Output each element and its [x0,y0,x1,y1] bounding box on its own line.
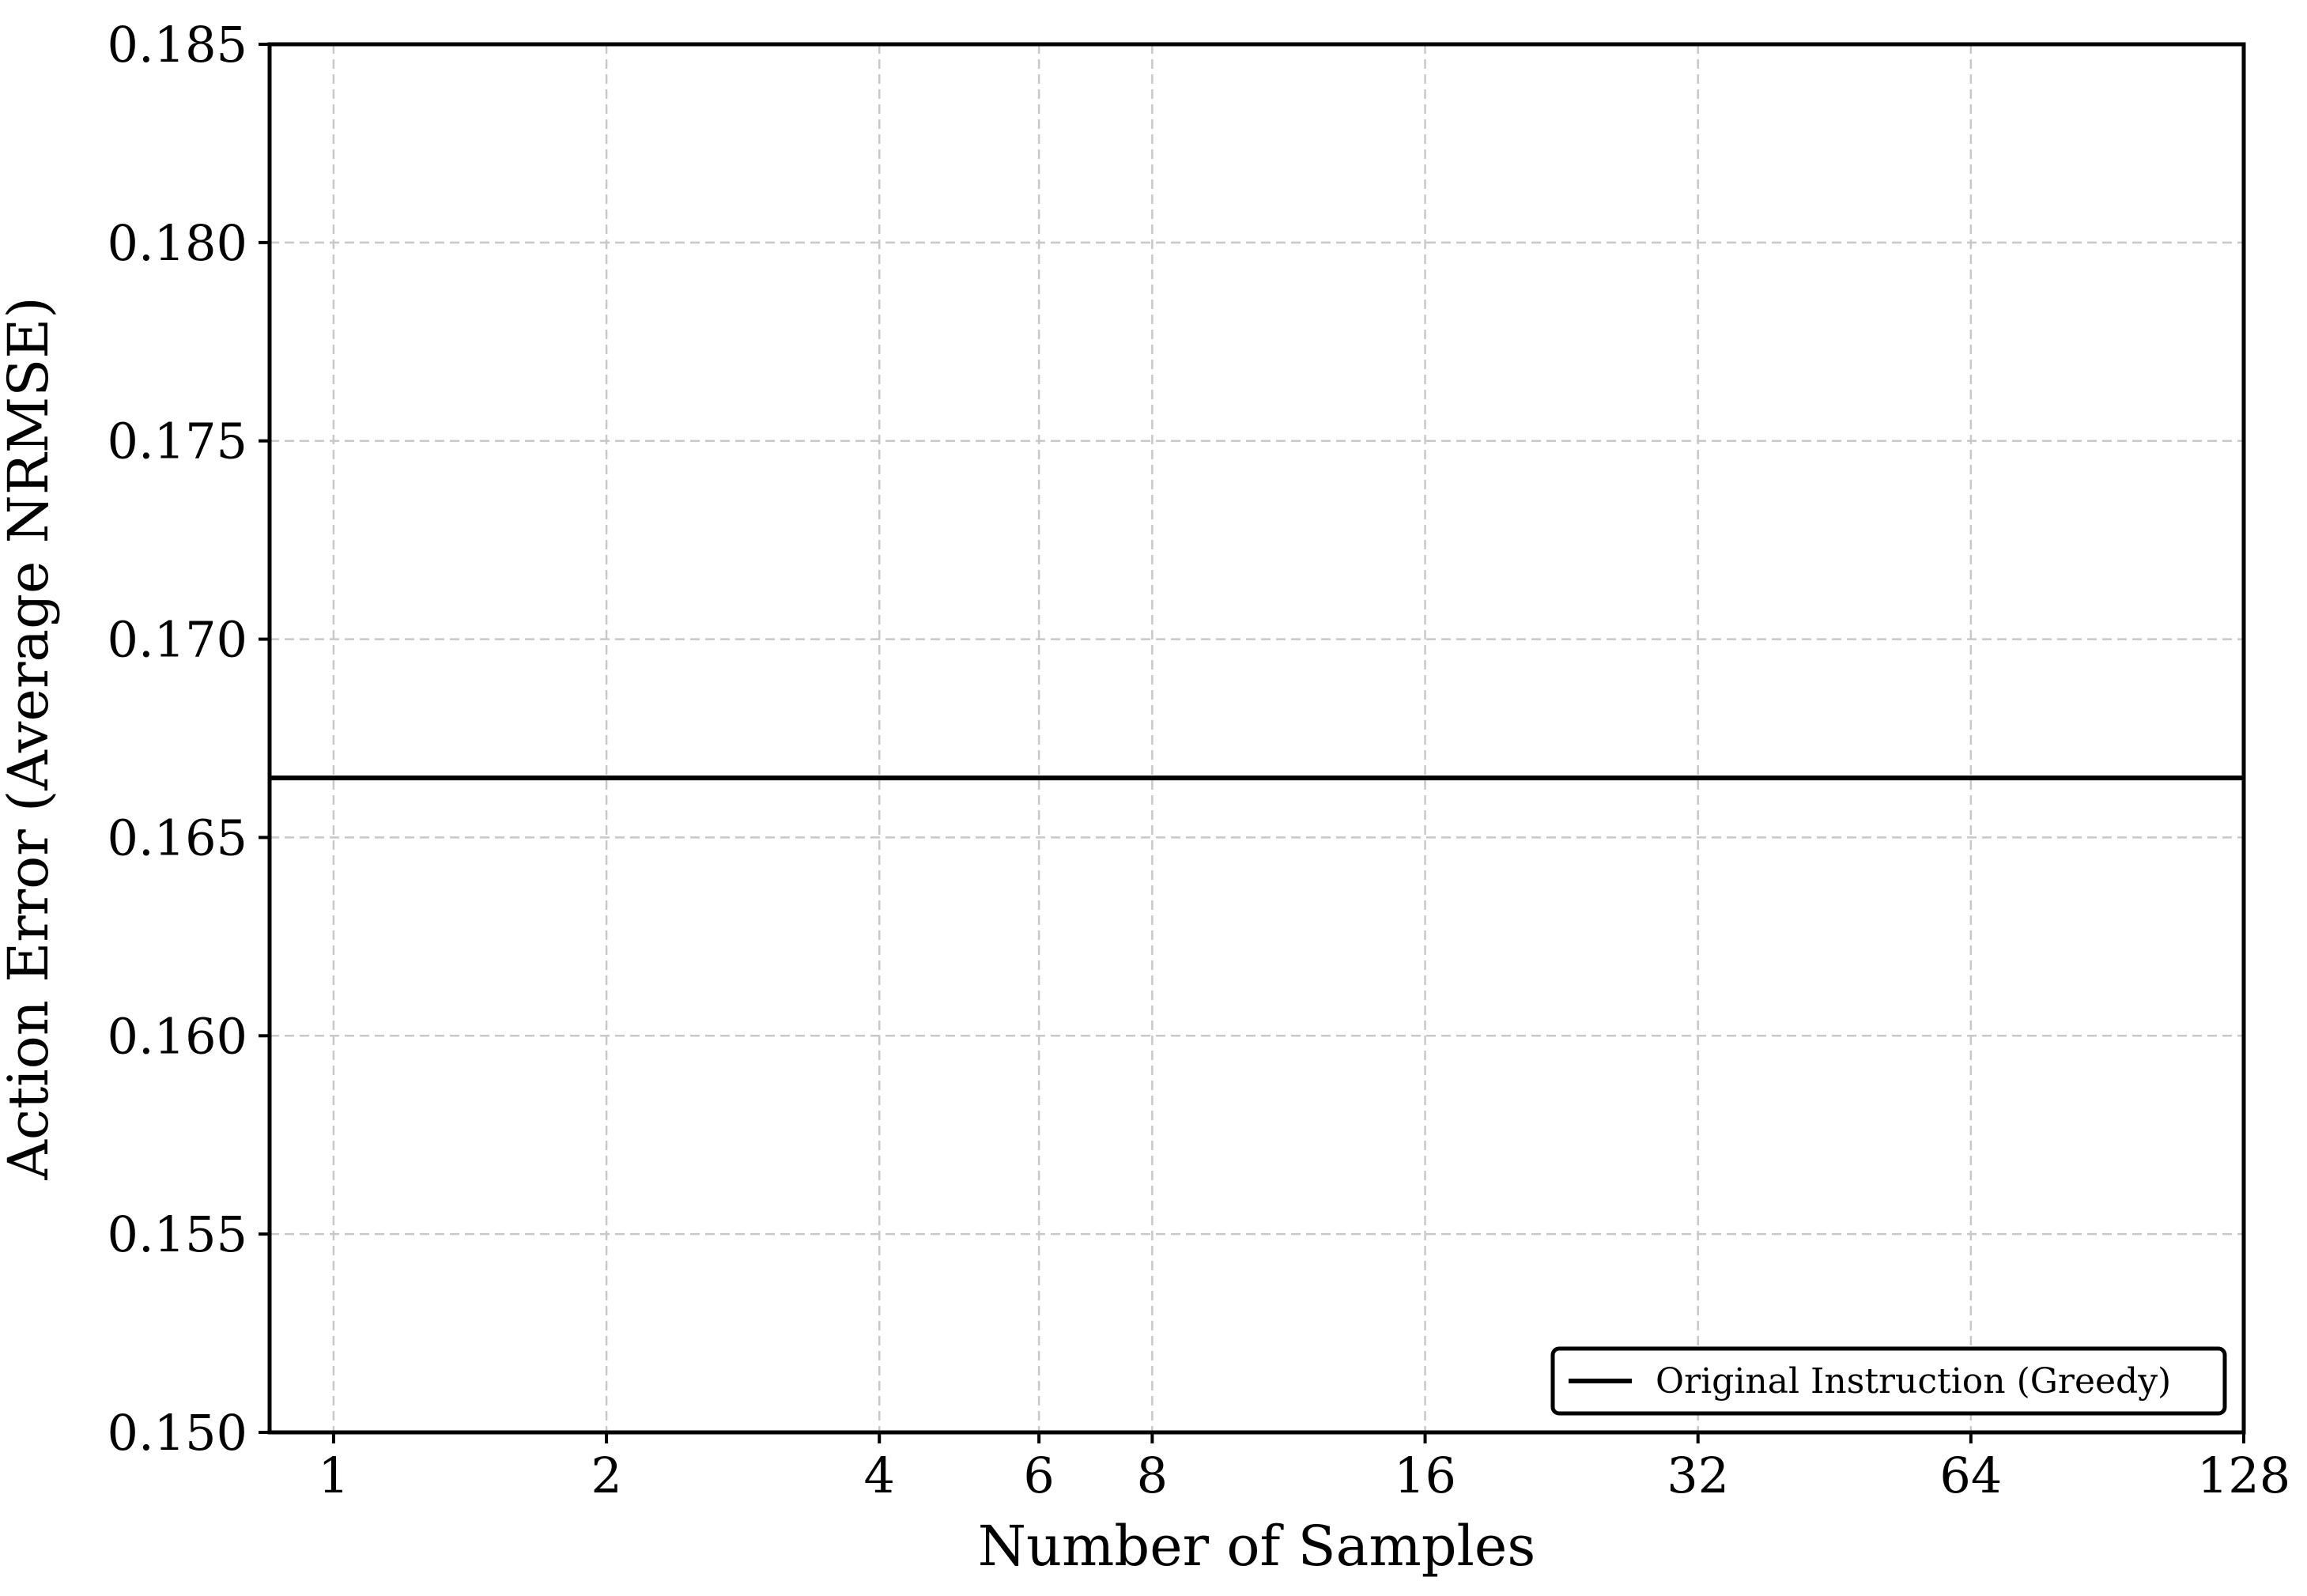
tick-labels: 1 2 4 6 8 16 32 64 128 0.150 0.155 0.160 0.165 0.170 0… [108,16,2291,1504]
x-tick-label: 32 [1667,1447,1729,1504]
y-tick-label: 0.170 [108,611,248,669]
y-tick-label: 0.165 [108,809,248,866]
y-tick-label: 0.175 [108,413,248,470]
plot-frame [267,42,2246,1435]
x-tick-label: 16 [1394,1447,1456,1504]
x-tick-label: 6 [1023,1447,1054,1504]
x-tick-label: 64 [1939,1447,2002,1504]
y-tick-label: 0.160 [108,1007,248,1065]
y-tick-label: 0.180 [108,214,248,272]
y-axis-title: Action Error (Average NRMSE) [0,296,61,1180]
legend-box [1550,1346,2227,1416]
y-tick-label: 0.185 [108,16,248,74]
x-axis-title: Number of Samples [978,1514,1536,1579]
y-tick-label: 0.150 [108,1404,248,1462]
ticks [259,43,2245,1443]
x-tick-label: 1 [318,1447,349,1504]
x-tick-label: 4 [864,1447,895,1504]
legend-label: Original Instruction (Greedy) [1656,1361,2171,1402]
x-tick-label: 8 [1137,1447,1168,1504]
x-tick-label: 128 [2197,1447,2290,1504]
y-tick-label: 0.155 [108,1205,248,1263]
legend: Original Instruction (Greedy) [1550,1346,2227,1416]
x-tick-label: 2 [591,1447,621,1504]
